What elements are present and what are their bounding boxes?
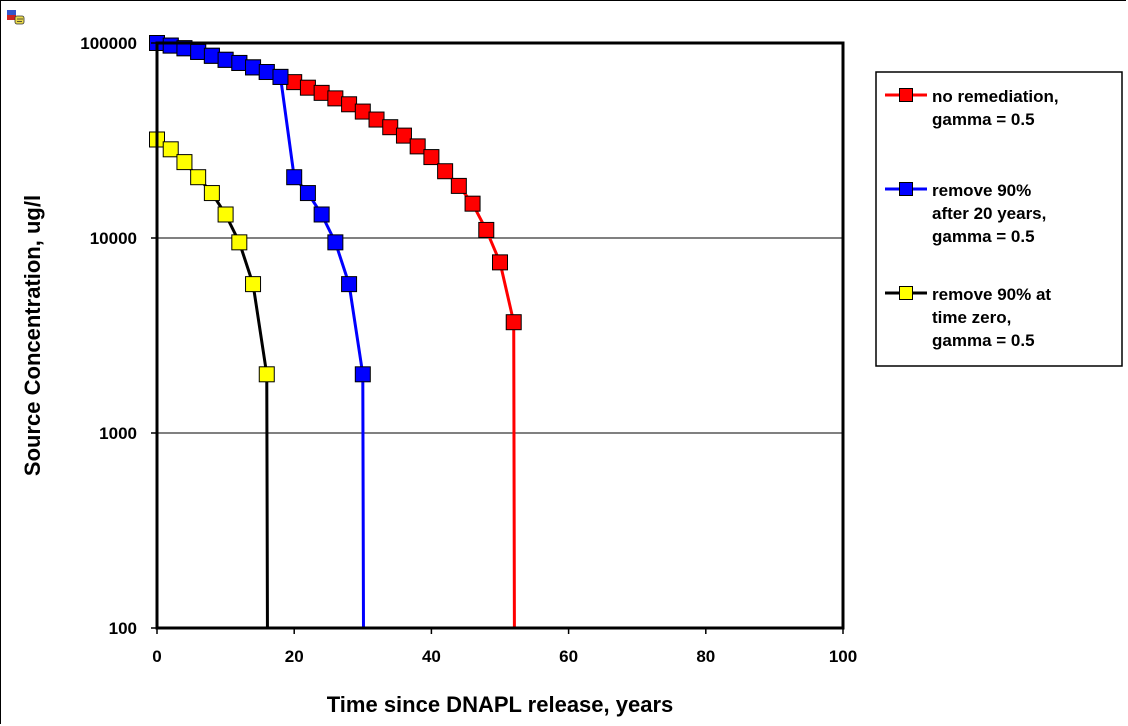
data-point <box>313 84 330 101</box>
data-point <box>437 163 454 180</box>
data-point <box>341 96 358 113</box>
legend-label: gamma = 0.5 <box>932 110 1035 129</box>
data-point <box>176 154 193 171</box>
data-point <box>286 169 303 186</box>
x-tick-label: 100 <box>829 647 857 666</box>
data-point <box>245 276 262 293</box>
series-line <box>156 41 516 629</box>
series-line <box>155 43 269 629</box>
axis-labels: Time since DNAPL release, years Source Co… <box>20 195 673 717</box>
data-point <box>478 221 495 238</box>
data-point <box>190 169 207 186</box>
data-point <box>258 366 275 383</box>
data-point <box>299 185 316 202</box>
legend-box <box>875 71 1123 367</box>
data-point <box>382 119 399 136</box>
x-tick-label: 0 <box>152 647 161 666</box>
data-point <box>299 79 316 96</box>
legend-label: remove 90% at <box>932 285 1051 304</box>
data-point <box>354 103 371 120</box>
data-point <box>505 314 522 331</box>
x-tick-label: 20 <box>285 647 304 666</box>
series-layer <box>149 35 522 629</box>
data-point <box>190 43 207 60</box>
data-point <box>272 68 289 85</box>
legend-marker <box>899 182 913 196</box>
data-point <box>423 149 440 166</box>
y-axis-label: Source Concentration, ug/l <box>20 195 45 476</box>
data-point <box>327 234 344 251</box>
data-point <box>286 74 303 91</box>
legend-entry-2: remove 90% after 20 years, gamma = 0.5 <box>885 181 1046 246</box>
series-1 <box>149 35 522 629</box>
data-point <box>341 276 358 293</box>
legend-label: gamma = 0.5 <box>932 227 1035 246</box>
data-point <box>464 195 481 212</box>
data-point <box>217 206 234 223</box>
data-point <box>231 234 248 251</box>
data-point <box>492 254 508 271</box>
data-point <box>450 177 467 194</box>
legend: no remediation, gamma = 0.5 remove 90% afte… <box>875 71 1123 367</box>
legend-label: time zero, <box>932 308 1011 327</box>
data-point <box>368 111 385 128</box>
legend-entry-1: no remediation, gamma = 0.5 <box>885 87 1059 129</box>
x-tick-label: 60 <box>559 647 578 666</box>
x-axis-label: Time since DNAPL release, years <box>327 692 674 717</box>
x-tick-label: 80 <box>696 647 715 666</box>
legend-label: gamma = 0.5 <box>932 331 1035 350</box>
data-point <box>395 127 412 144</box>
plot-area-border <box>155 41 845 630</box>
legend-marker <box>899 88 913 102</box>
data-point <box>258 64 275 81</box>
y-tick-label: 1000 <box>99 424 137 443</box>
data-point <box>245 59 262 76</box>
data-point <box>354 366 371 383</box>
data-point <box>162 37 179 54</box>
data-point <box>203 185 220 202</box>
legend-marker <box>899 286 913 300</box>
data-point <box>203 47 220 64</box>
y-tick-label: 10000 <box>90 229 137 248</box>
y-tick-label: 100000 <box>80 34 137 53</box>
y-tick-label: 100 <box>109 619 137 638</box>
axis-ticks: 0 20 40 60 80 100 100 1000 10000 100000 <box>80 34 857 666</box>
series-3 <box>149 43 275 629</box>
data-point <box>231 54 248 71</box>
data-point <box>327 90 344 107</box>
legend-entry-3: remove 90% at time zero, gamma = 0.5 <box>885 285 1051 350</box>
legend-label: no remediation, <box>932 87 1059 106</box>
chart-object-icon <box>7 10 25 25</box>
data-point <box>313 206 330 223</box>
legend-label: after 20 years, <box>932 204 1046 223</box>
data-point <box>217 51 234 68</box>
data-point <box>409 138 426 155</box>
legend-label: remove 90% <box>932 181 1031 200</box>
data-point <box>162 141 179 158</box>
x-tick-label: 40 <box>422 647 441 666</box>
